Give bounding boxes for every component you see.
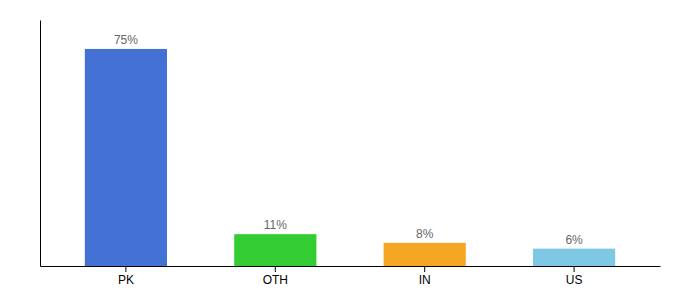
- plot-area: PK OTH IN US 75% 11% 8% 6%: [41, 21, 661, 287]
- x-axis: PK OTH IN US: [41, 266, 661, 287]
- x-tick-mark: [424, 266, 425, 272]
- chart-container: PK OTH IN US 75% 11% 8% 6%: [0, 0, 680, 300]
- data-label: 75%: [114, 33, 138, 47]
- x-tick: PK: [118, 266, 134, 287]
- y-axis: [40, 21, 41, 267]
- bars: [85, 49, 615, 266]
- x-tick: OTH: [263, 266, 288, 287]
- x-tick: IN: [419, 266, 431, 287]
- data-labels: 75% 11% 8% 6%: [114, 33, 583, 247]
- x-tick: US: [566, 266, 583, 287]
- x-tick-label: IN: [419, 273, 431, 287]
- data-label: 11%: [264, 218, 287, 232]
- x-axis-line: [41, 266, 661, 267]
- bar: [533, 249, 615, 266]
- x-tick-label: OTH: [263, 273, 288, 287]
- bar: [85, 49, 167, 266]
- bar: [384, 243, 466, 266]
- x-tick-mark: [574, 266, 575, 272]
- x-tick-mark: [275, 266, 276, 272]
- x-tick-mark: [125, 266, 126, 272]
- data-label: 8%: [416, 227, 434, 241]
- data-label: 6%: [565, 233, 583, 247]
- y-axis-line: [40, 21, 41, 267]
- x-tick-label: PK: [118, 273, 134, 287]
- chart-svg: PK OTH IN US 75% 11% 8% 6%: [0, 0, 680, 300]
- bar: [234, 234, 316, 266]
- x-tick-label: US: [566, 273, 583, 287]
